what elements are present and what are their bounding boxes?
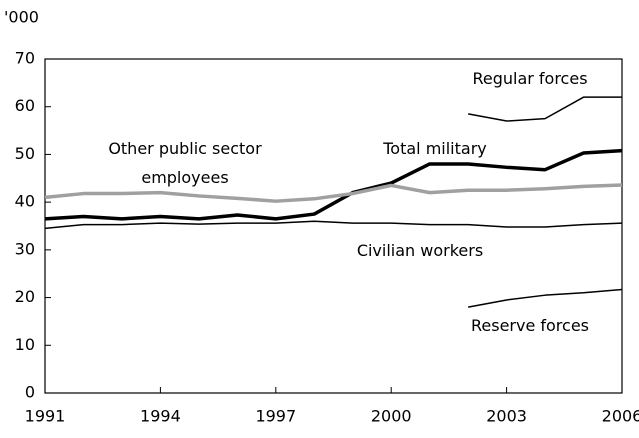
series-line — [44, 220, 623, 230]
x-tick-label: 1997 — [255, 407, 296, 426]
x-tick-label: 1991 — [25, 407, 66, 426]
series-line — [44, 183, 623, 203]
plot-frame — [44, 58, 623, 394]
x-tick-label: 1994 — [140, 407, 181, 426]
y-axis-label: '000 — [4, 8, 39, 27]
series-line — [467, 96, 622, 122]
y-tick-label: 0 — [25, 383, 35, 402]
y-tick-label: 40 — [15, 192, 35, 211]
series-label: Total military — [383, 139, 487, 158]
series-label: Reserve forces — [470, 316, 590, 335]
y-tick-label: 10 — [15, 335, 35, 354]
series-label: Other public sector employees — [108, 139, 262, 187]
x-tick-label: 2000 — [371, 407, 412, 426]
y-tick-label: 60 — [15, 96, 35, 115]
series-label: Civilian workers — [356, 241, 484, 260]
series-line — [467, 288, 623, 308]
series-line — [44, 148, 623, 221]
y-tick-label: 70 — [15, 49, 35, 68]
x-tick-label: 2006 — [602, 407, 639, 426]
y-tick-label: 20 — [15, 287, 35, 306]
series-label: Regular forces — [472, 69, 588, 88]
x-tick-label: 2003 — [486, 407, 527, 426]
y-tick-label: 50 — [15, 144, 35, 163]
y-tick-label: 30 — [15, 239, 35, 258]
